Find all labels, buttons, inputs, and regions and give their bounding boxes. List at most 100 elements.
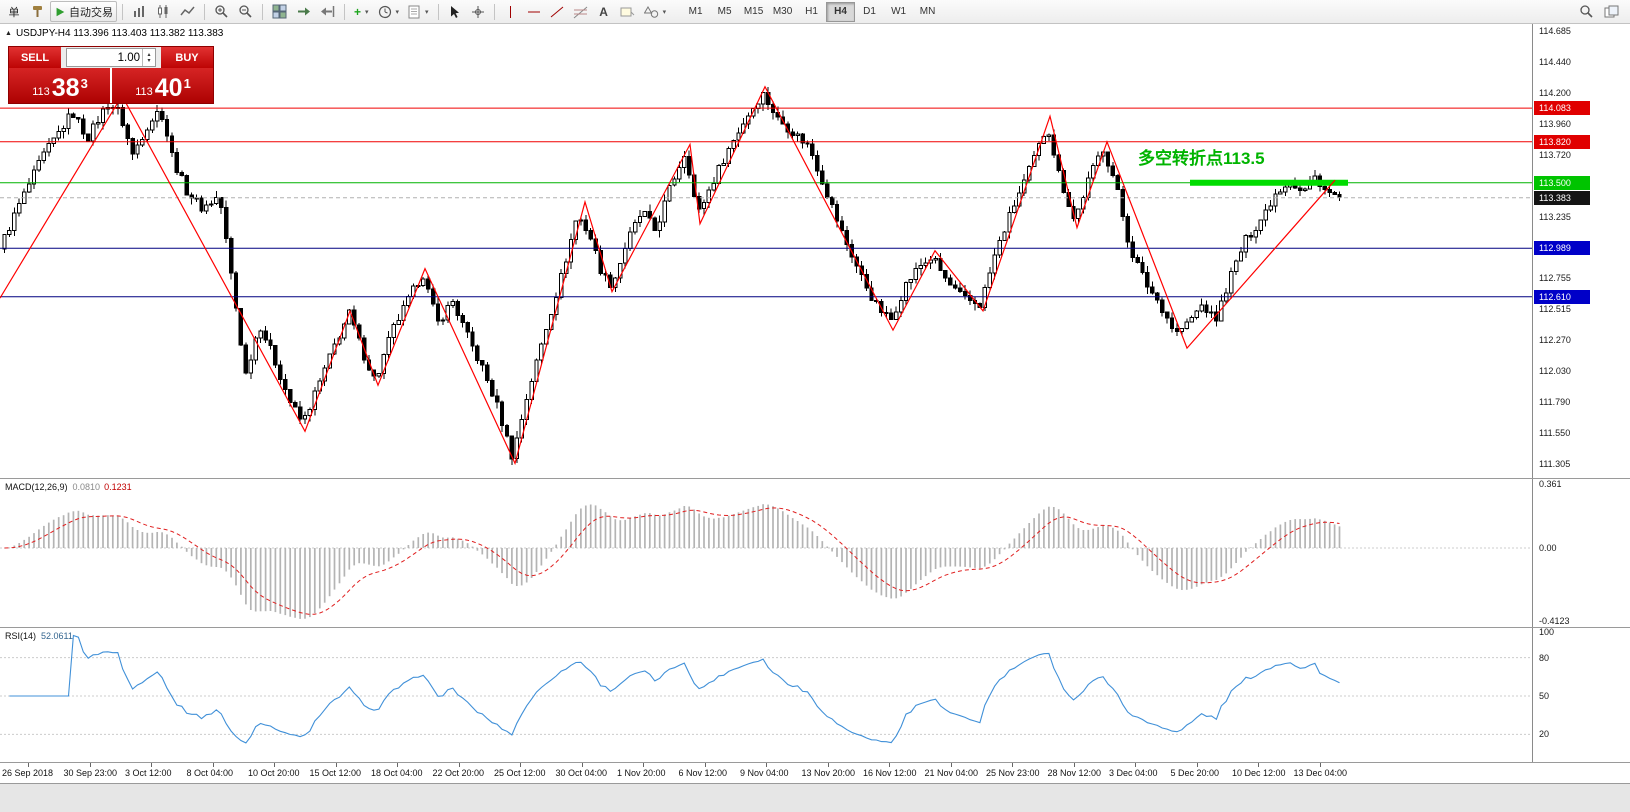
main-chart-canvas[interactable] <box>0 24 1532 478</box>
sell-price-sup: 3 <box>80 76 88 91</box>
add-indicator-plus-icon: + <box>354 4 362 19</box>
time-axis-label: 13 Dec 04:00 <box>1293 768 1348 778</box>
line-chart-icon <box>180 4 195 19</box>
time-tick <box>766 763 767 767</box>
time-axis-label: 30 Oct 04:00 <box>555 768 608 778</box>
timeframe-M5[interactable]: M5 <box>717 6 732 17</box>
tile-windows-button[interactable] <box>268 1 291 22</box>
pane-splitter[interactable] <box>0 627 1630 628</box>
volume-stepper[interactable]: ▴ ▾ <box>142 49 155 66</box>
timeframe-H4[interactable]: H4 <box>826 1 856 22</box>
new-order-label: 单 <box>8 6 20 19</box>
macd-axis-label: 0.361 <box>1539 479 1562 489</box>
trendline-tool-button[interactable] <box>546 1 568 22</box>
rsi-line <box>9 634 1340 744</box>
templates-button[interactable]: ▾ <box>404 1 433 22</box>
autotrading-button[interactable]: 自动交易 <box>50 1 117 22</box>
bar-chart-type-button[interactable] <box>128 1 151 22</box>
macd-value2: 0.1231 <box>104 482 132 492</box>
macd-canvas[interactable] <box>0 479 1532 627</box>
toolbar-separator <box>493 3 495 20</box>
price-axis-label: 113.235 <box>1539 212 1571 222</box>
shapes-tool-button[interactable]: ▾ <box>640 1 671 22</box>
time-tick <box>28 763 29 767</box>
price-axis-label: 111.790 <box>1539 397 1571 407</box>
price-tag: 112.989 <box>1534 241 1590 255</box>
horizontal-line-tool-button[interactable] <box>523 1 545 22</box>
time-tick <box>151 763 152 767</box>
sell-price-button[interactable]: 113 38 3 <box>9 68 110 103</box>
timeframe-D1[interactable]: D1 <box>863 6 876 17</box>
rsi-label: RSI(14) 52.0611 <box>5 631 73 641</box>
symbol-ohlc-readout: ▲ USDJPY-H4 113.396 113.403 113.382 113.… <box>5 28 223 39</box>
timeframe-M1[interactable]: M1 <box>688 6 703 17</box>
panel-toggle-icon[interactable]: ▲ <box>5 30 12 37</box>
time-tick <box>1074 763 1075 767</box>
sell-price-main: 113 <box>32 86 50 98</box>
time-tick <box>459 763 460 767</box>
periods-button[interactable]: ▾ <box>374 1 404 22</box>
line-chart-type-button[interactable] <box>176 1 199 22</box>
trade-panel-price-row: 113 38 3 113 40 1 <box>9 68 213 103</box>
price-axis[interactable]: 114.685114.440114.200113.960113.720113.4… <box>1532 24 1630 763</box>
time-tick <box>951 763 952 767</box>
pane-splitter <box>0 762 1630 763</box>
label-tool-icon <box>620 6 635 18</box>
buy-price-button[interactable]: 113 40 1 <box>112 68 213 103</box>
time-tick <box>1135 763 1136 767</box>
trade-panel-top-row: SELL 1.00 ▴ ▾ BUY <box>9 47 213 68</box>
volume-up-icon[interactable]: ▴ <box>147 51 151 58</box>
candlestick-chart-type-button[interactable] <box>152 1 175 22</box>
timeframe-MN[interactable]: MN <box>919 6 936 17</box>
time-axis-label: 21 Nov 04:00 <box>924 768 979 778</box>
label-tool-button[interactable] <box>616 1 639 22</box>
status-strip <box>0 783 1630 812</box>
timeframe-M15[interactable]: M15 <box>743 6 764 17</box>
text-tool-button[interactable]: A <box>593 1 615 22</box>
price-tag: 114.083 <box>1534 101 1590 115</box>
auto-scroll-button[interactable] <box>292 1 315 22</box>
search-button[interactable] <box>1575 1 1598 22</box>
crosshair-icon <box>471 5 485 19</box>
cursor-tool-button[interactable] <box>444 1 466 22</box>
zoom-in-button[interactable] <box>210 1 233 22</box>
vertical-line-icon <box>505 5 516 19</box>
volume-value[interactable]: 1.00 <box>117 51 140 64</box>
chart-shift-button[interactable] <box>316 1 339 22</box>
new-window-button[interactable] <box>1600 1 1623 22</box>
time-axis-label: 1 Nov 20:00 <box>617 768 666 778</box>
fibonacci-tool-button[interactable] <box>569 1 592 22</box>
pane-splitter[interactable] <box>0 478 1630 479</box>
timeframe-H1[interactable]: H1 <box>805 6 818 17</box>
annotation-text[interactable]: 多空转折点113.5 <box>1138 149 1265 168</box>
add-indicator-button[interactable]: + ▾ <box>350 1 373 22</box>
timeframe-W1[interactable]: W1 <box>891 6 907 17</box>
buy-button[interactable]: BUY <box>161 47 213 68</box>
price-tag: 113.820 <box>1534 135 1590 149</box>
timeframe-M30[interactable]: M30 <box>772 6 793 17</box>
sell-button[interactable]: SELL <box>9 47 61 68</box>
time-axis-label: 9 Nov 04:00 <box>740 768 789 778</box>
crosshair-tool-button[interactable] <box>467 1 489 22</box>
zoom-out-button[interactable] <box>234 1 257 22</box>
time-tick <box>397 763 398 767</box>
time-tick <box>643 763 644 767</box>
price-axis-label: 112.270 <box>1539 335 1571 345</box>
zoom-out-icon <box>238 4 253 19</box>
rsi-axis-label: 100 <box>1539 627 1555 637</box>
buy-price-big: 40 <box>154 74 183 102</box>
tile-windows-icon <box>272 4 287 19</box>
new-order-hammer-button[interactable] <box>26 1 49 22</box>
rsi-canvas[interactable] <box>0 628 1532 762</box>
volume-input[interactable]: 1.00 ▴ ▾ <box>66 48 156 67</box>
time-tick <box>1320 763 1321 767</box>
time-tick <box>213 763 214 767</box>
time-tick <box>1258 763 1259 767</box>
vertical-line-tool-button[interactable] <box>500 1 522 22</box>
time-axis[interactable]: 26 Sep 2018 30 Sep 23:00 3 Oct 12:00 8 Oct … <box>0 763 1630 783</box>
fibonacci-icon <box>573 5 588 19</box>
dropdown-caret-icon: ▾ <box>425 8 429 16</box>
volume-down-icon[interactable]: ▾ <box>147 57 151 64</box>
new-order-button[interactable]: 单 <box>3 1 25 22</box>
dropdown-caret-icon: ▾ <box>662 8 667 16</box>
